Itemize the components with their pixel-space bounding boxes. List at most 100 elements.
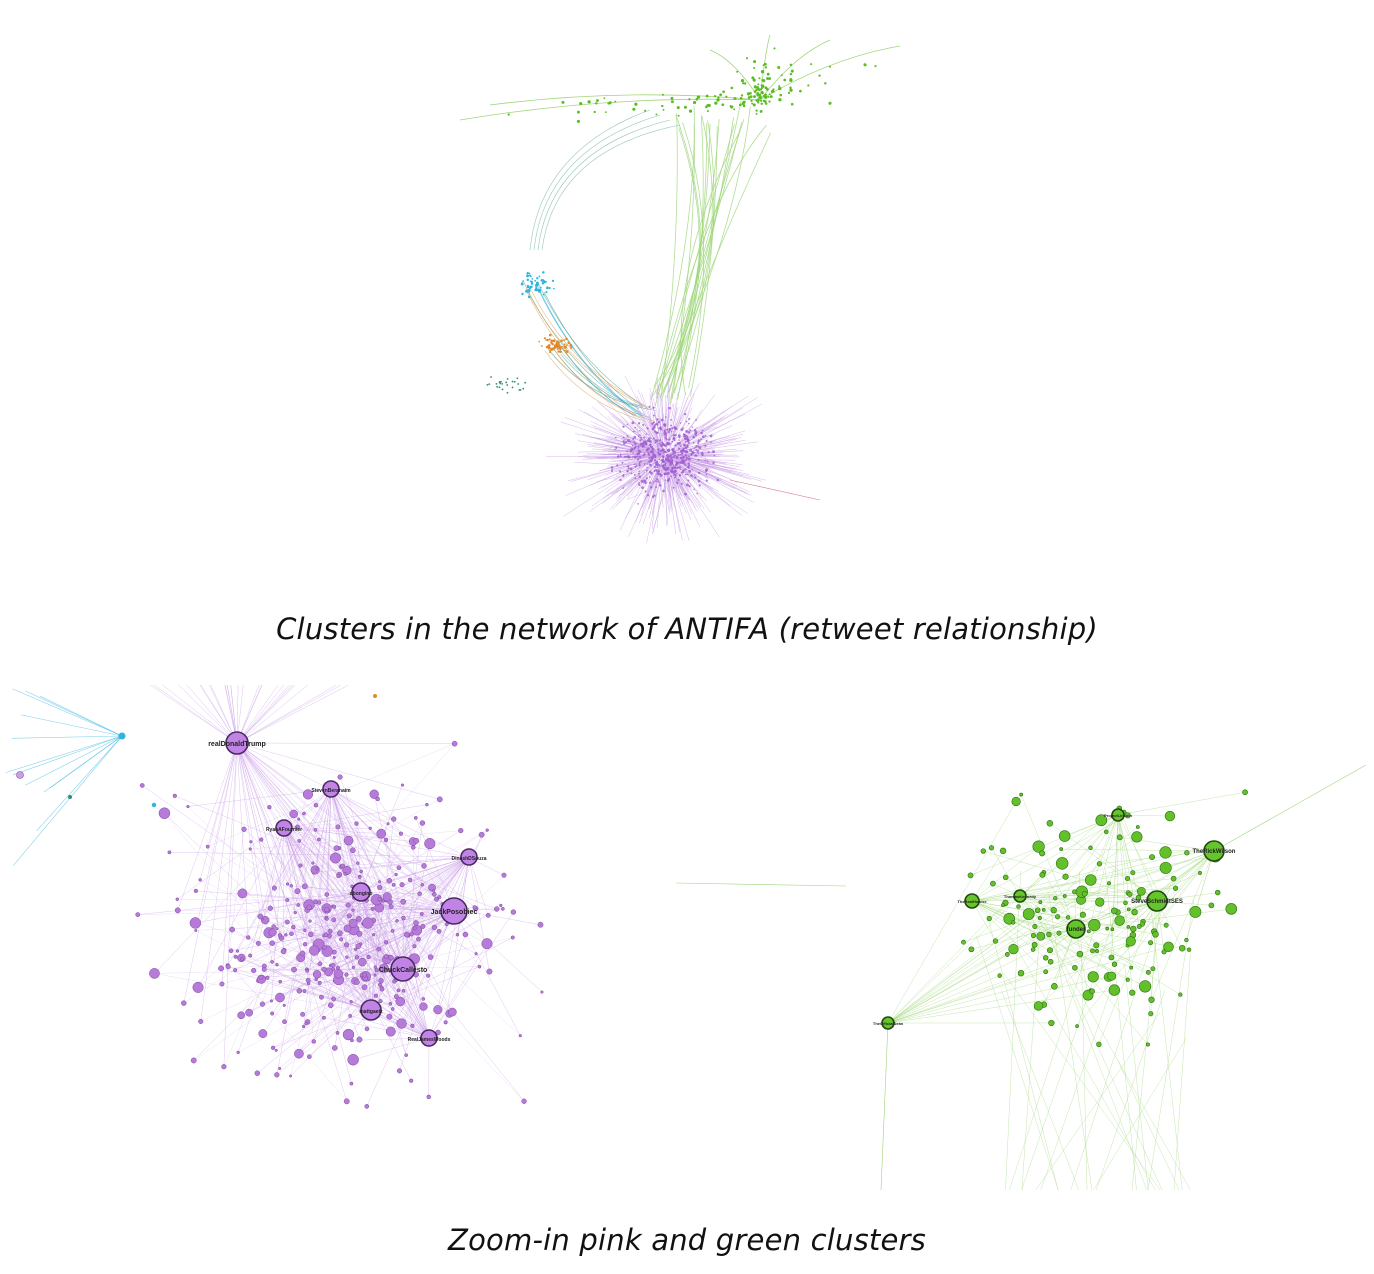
overview-blue-node (548, 286, 551, 290)
purple-node (271, 885, 277, 891)
overview-green-node (755, 99, 758, 102)
overview-blue-node (527, 288, 530, 291)
overview-purple-node (632, 456, 634, 458)
purple-edge (260, 776, 341, 917)
overview-purple-node (639, 430, 641, 432)
overview-purple-node (695, 454, 698, 457)
blue-edge (25, 690, 123, 737)
overview-green-node (769, 95, 773, 99)
overview-edge (677, 115, 704, 397)
overview-purple-edge (611, 474, 649, 495)
overview-teal-node (524, 381, 527, 384)
overview-green-node (747, 96, 751, 99)
purple-node (354, 821, 359, 826)
green-edge (1064, 814, 1119, 837)
green-edge (1099, 850, 1215, 865)
overview-purple-node (688, 455, 691, 458)
purple-edge (195, 926, 274, 931)
purple-node (218, 965, 225, 972)
green-node (967, 872, 974, 879)
purple-edge (330, 788, 354, 968)
purple-node (318, 994, 324, 1000)
green-edge (1040, 983, 1114, 1190)
green-node (1079, 911, 1086, 918)
overview-purple-edge (627, 469, 659, 538)
green-node (1032, 840, 1045, 853)
purple-edge (227, 829, 245, 966)
overview-purple-edge (646, 463, 659, 491)
overview-green-node (828, 101, 832, 105)
overview-purple-node (705, 470, 708, 473)
blue-edge (25, 735, 123, 786)
purple-edge (401, 856, 470, 885)
purple-node (501, 872, 507, 878)
overview-purple-edge (654, 467, 666, 501)
purple-hub-node (351, 882, 371, 902)
overview-purple-node (664, 416, 667, 418)
purple-edge (236, 742, 394, 886)
overview-purple-edge (673, 411, 725, 447)
overview-purple-node (684, 441, 687, 443)
green-node (1030, 932, 1037, 939)
purple-node (412, 926, 417, 931)
overview-purple-node (638, 470, 641, 472)
overview-purple-node (622, 440, 625, 443)
purple-edge (242, 893, 455, 912)
blue-node (118, 732, 126, 740)
overview-purple-node (700, 438, 703, 441)
overview-teal-node (499, 380, 502, 383)
overview-purple-node (712, 450, 715, 454)
green-edge (1117, 814, 1134, 873)
overview-purple-node (647, 451, 649, 453)
overview-purple-node (667, 477, 671, 481)
overview-green-node (729, 104, 732, 107)
green-node (1125, 977, 1130, 982)
purple-edge (411, 934, 521, 1036)
purple-node (302, 942, 308, 947)
overview-purple-edge (627, 490, 649, 500)
green-hub-node (881, 1016, 895, 1030)
purple-node (285, 882, 290, 886)
green-edge (971, 900, 1046, 972)
green-edge (1045, 900, 1158, 959)
purple-edge (323, 1017, 430, 1039)
overview-green-node (778, 85, 781, 88)
overview-green-node (799, 89, 802, 93)
overview-purple-edge (670, 434, 709, 454)
purple-node (305, 969, 310, 973)
purple-edge (379, 887, 488, 944)
purple-node (494, 906, 500, 912)
purple-node (336, 874, 341, 879)
overview-purple-node (627, 465, 630, 468)
overview-green-node (760, 91, 764, 95)
purple-node (302, 989, 307, 993)
green-node (1130, 925, 1137, 933)
overview-green-node (604, 111, 607, 114)
overview-purple-node (644, 441, 648, 445)
purple-node (451, 740, 458, 747)
overview-purple-edge (676, 457, 743, 471)
purple-edge (353, 1037, 430, 1060)
green-edge (1009, 936, 1156, 1190)
overview-blue-node (553, 287, 555, 290)
purple-edge (236, 742, 505, 876)
overview-green-node (740, 94, 744, 97)
overview-teal-node (496, 385, 499, 388)
overview-purple-node (631, 444, 634, 447)
green-node (1086, 929, 1091, 934)
purple-node (277, 933, 283, 938)
overview-purple-node (697, 445, 700, 448)
overview-edge (656, 124, 767, 395)
purple-node (302, 789, 314, 800)
overview-green-node (688, 98, 691, 101)
green-node (961, 939, 966, 945)
green-node (1225, 903, 1238, 915)
green-node (1152, 931, 1159, 938)
purple-node (426, 1094, 431, 1100)
purple-node (413, 920, 419, 926)
purple-node (349, 1000, 353, 1004)
overview-orange-node (550, 341, 553, 344)
overview-green-node (719, 93, 723, 97)
overview-purple-node (676, 481, 678, 483)
overview-green-node (767, 95, 770, 98)
